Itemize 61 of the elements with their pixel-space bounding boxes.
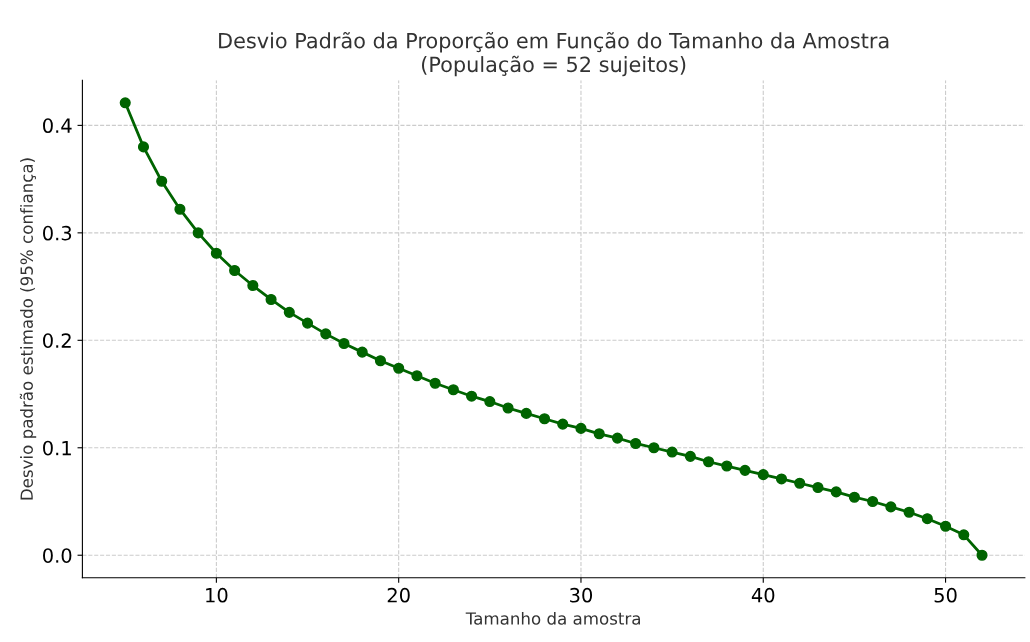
point bbox=[229, 264, 241, 277]
y-axis-title: Desvio padrão estimado (95% confiança) bbox=[19, 158, 37, 500]
point bbox=[137, 141, 150, 153]
x-tick-label: 10 bbox=[206, 587, 228, 603]
point bbox=[447, 384, 459, 396]
point bbox=[466, 390, 478, 402]
y-tick-label: 0.3 bbox=[43, 225, 72, 241]
y-tick-label: 0.1 bbox=[43, 440, 71, 456]
point bbox=[794, 477, 806, 489]
point bbox=[356, 346, 368, 358]
y-tick-label: 0.4 bbox=[43, 118, 72, 134]
point bbox=[429, 377, 441, 389]
point bbox=[265, 293, 277, 306]
point bbox=[156, 175, 168, 187]
point bbox=[939, 520, 952, 532]
point bbox=[775, 473, 788, 485]
point bbox=[666, 446, 678, 458]
point bbox=[484, 396, 496, 408]
point bbox=[119, 97, 131, 109]
point bbox=[703, 456, 715, 468]
point bbox=[174, 203, 186, 215]
point bbox=[192, 227, 204, 239]
point bbox=[283, 306, 295, 318]
point bbox=[757, 469, 769, 481]
point bbox=[630, 437, 642, 450]
x-tick-label: 20 bbox=[387, 587, 410, 603]
point bbox=[593, 428, 605, 440]
point bbox=[721, 460, 733, 472]
point bbox=[247, 279, 259, 292]
point bbox=[374, 355, 387, 367]
point bbox=[301, 317, 314, 329]
point bbox=[921, 513, 933, 525]
point bbox=[538, 413, 551, 425]
point bbox=[867, 495, 879, 508]
point bbox=[739, 464, 751, 476]
point bbox=[320, 328, 332, 340]
point bbox=[903, 506, 915, 518]
point bbox=[575, 422, 587, 434]
point bbox=[611, 432, 623, 444]
point bbox=[393, 362, 405, 374]
point bbox=[520, 407, 532, 419]
point bbox=[958, 529, 970, 541]
x-axis-title: Tamanho da amostra bbox=[465, 611, 640, 625]
point bbox=[648, 442, 660, 454]
point bbox=[210, 247, 222, 259]
y-tick-label: 0.0 bbox=[43, 548, 72, 563]
x-tick-label: 30 bbox=[570, 587, 593, 603]
point bbox=[411, 370, 423, 382]
point bbox=[557, 418, 569, 430]
point bbox=[830, 486, 842, 498]
point bbox=[976, 549, 988, 561]
y-tick-label: 0.2 bbox=[43, 333, 71, 348]
point bbox=[848, 491, 860, 503]
point bbox=[684, 450, 696, 462]
x-tick-label: 40 bbox=[751, 587, 775, 603]
x-tick-label: 50 bbox=[934, 587, 957, 603]
point bbox=[812, 481, 824, 494]
point bbox=[502, 402, 514, 414]
chart-title: Desvio Padrão da Proporção em Função do Tamanho da Amostra (População = 52 sujeitos) bbox=[219, 31, 889, 77]
point bbox=[885, 501, 897, 513]
point bbox=[338, 337, 350, 350]
